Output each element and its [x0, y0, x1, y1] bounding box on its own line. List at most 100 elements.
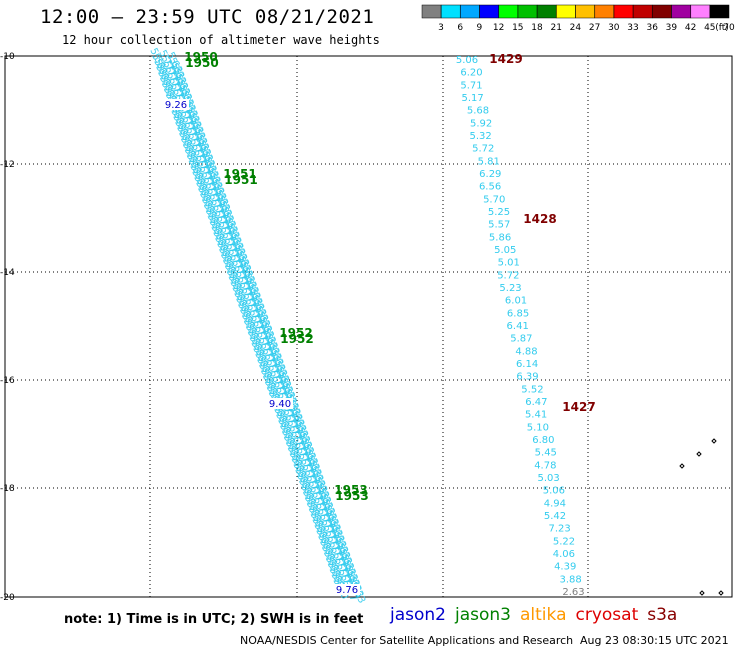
wave-height-label: 5.01 — [498, 258, 520, 269]
wave-height-label: 6.80 — [532, 435, 554, 446]
wave-height-label: 5.06 — [543, 486, 565, 497]
legend-label: 45 — [704, 23, 715, 33]
wave-height-label: 6.39 — [516, 372, 538, 383]
time-label: 1950 — [185, 56, 218, 70]
y-tick-label: -16 — [0, 376, 15, 386]
wave-height-label: 5.25 — [488, 207, 510, 218]
wave-height-label: 4.39 — [554, 562, 576, 573]
label-backdrop — [334, 584, 360, 595]
wave-height-label: 5.45 — [535, 448, 557, 459]
timestamp: Aug 23 08:30:15 UTC 2021 — [580, 634, 729, 647]
legend-label: 70 — [723, 23, 735, 33]
coastline — [711, 438, 717, 444]
legend-label: 9 — [477, 23, 483, 33]
wave-height-label: 5.81 — [478, 156, 500, 167]
satellite-jason3: jason3 — [455, 605, 511, 625]
wave-height-label: 5.10 — [527, 422, 549, 433]
legend-label: 12 — [493, 23, 504, 33]
wave-height-label: 5.41 — [525, 410, 547, 421]
time-label: 1428 — [523, 212, 556, 226]
coastline — [696, 451, 702, 457]
legend-label: 33 — [627, 23, 638, 33]
coastline — [679, 463, 685, 469]
coastline — [718, 590, 724, 596]
wave-height-label: 5.42 — [544, 511, 566, 522]
color-legend: 3 6 9 12 15 18 21 24 27 30 33 36 39 42 45 70(ft) — [421, 4, 735, 33]
wave-height-label: 4.94 — [544, 498, 566, 509]
wave-height-label: 5.57 — [488, 220, 510, 231]
wave-height-label: 5.06 — [456, 55, 478, 66]
wave-height-label: 5.23 — [499, 283, 521, 294]
wave-height-label: 5.32 — [469, 131, 491, 142]
wave-height-label: 7.23 — [549, 524, 571, 535]
satellite-cryosat: cryosat — [575, 605, 639, 625]
y-tick-label: -18 — [0, 484, 15, 494]
wave-height-label: 5.05 — [494, 245, 516, 256]
wave-height-label: 6.85 — [507, 308, 529, 319]
time-label: 1953 — [335, 489, 368, 503]
satellite-jason2: jason2 — [390, 605, 446, 625]
wave-height-label: 9.26 — [165, 100, 187, 111]
legend-label: 21 — [550, 23, 561, 33]
coastline — [699, 590, 705, 596]
legend-label: 6 — [457, 23, 463, 33]
wave-height-label: 6.56 — [479, 182, 501, 193]
wave-height-label: 5.17 — [462, 93, 484, 104]
y-tick-label: -14 — [0, 268, 15, 278]
wave-height-label: 6.20 — [460, 68, 482, 79]
time-label: 1427 — [562, 400, 595, 414]
time-label: 1950 — [184, 50, 217, 64]
time-label: 1951 — [223, 167, 256, 181]
time-label: 1951 — [224, 173, 257, 187]
legend-label: 3 — [438, 23, 444, 33]
wave-height-label: 5.86 — [489, 232, 511, 243]
satellite-s3a: s3a — [647, 605, 678, 625]
wave-height-label: 5.72 — [472, 144, 494, 155]
wave-height-label: 9.76 — [336, 585, 358, 596]
legend-label: 24 — [570, 23, 582, 33]
legend-label: 42 — [685, 23, 696, 33]
legend-label: 15 — [512, 23, 523, 33]
credit-text: NOAA/NESDIS Center for Satellite Applica… — [240, 634, 574, 647]
time-label: 1952 — [279, 326, 312, 340]
map-frame — [4, 55, 733, 598]
wave-height-label: 5.52 — [521, 384, 543, 395]
wave-height-label: 4.88 — [515, 346, 537, 357]
wave-height-label: 5.92 — [470, 118, 492, 129]
wave-height-label: 6.41 — [507, 321, 529, 332]
legend-unit: (ft) — [715, 23, 729, 33]
legend-label: 36 — [646, 23, 658, 33]
wave-height-label: 6.29 — [479, 169, 501, 180]
wave-height-label: 4.06 — [553, 549, 575, 560]
wave-height-label: 6.14 — [516, 359, 538, 370]
wave-height-label: 3.88 — [559, 574, 581, 585]
legend-label: 39 — [666, 23, 678, 33]
wave-height-label: 5.71 — [460, 80, 482, 91]
legend-label: 27 — [589, 23, 600, 33]
page-title: 12:00 – 23:59 UTC 08/21/2021 — [40, 6, 375, 28]
legend-swatch — [709, 4, 730, 19]
wave-height-label: 5.03 — [537, 473, 559, 484]
wave-height-label: 5.68 — [467, 106, 489, 117]
y-tick-label: -10 — [0, 52, 15, 62]
wave-height-label: 9.40 — [269, 399, 291, 410]
y-tick-label: -20 — [0, 593, 15, 603]
footnote: note: 1) Time is in UTC; 2) SWH is in fe… — [64, 612, 364, 627]
legend-label: 18 — [531, 23, 543, 33]
wave-height-label: 5.22 — [553, 536, 575, 547]
wave-height-label: 5.72 — [497, 270, 519, 281]
label-backdrop — [163, 99, 189, 110]
satellite-altika: altika — [520, 605, 567, 625]
legend-label: 30 — [608, 23, 620, 33]
wave-height-label: 6.01 — [505, 296, 527, 307]
satellite-legend: jason2 jason3 altika cryosat s3a — [390, 605, 686, 625]
wave-height-label: 2.63 — [562, 587, 584, 598]
label-backdrop — [267, 398, 293, 409]
page-subtitle: 12 hour collection of altimeter wave hei… — [62, 33, 380, 47]
time-label: 1952 — [280, 332, 313, 346]
wave-height-map: 105108111114117120-10-12-14-16-18-205.06… — [0, 46, 733, 605]
wave-height-label: 6.47 — [525, 397, 547, 408]
y-tick-label: -12 — [0, 160, 15, 170]
wave-height-label: 5.70 — [483, 194, 505, 205]
time-label: 1953 — [334, 483, 367, 497]
